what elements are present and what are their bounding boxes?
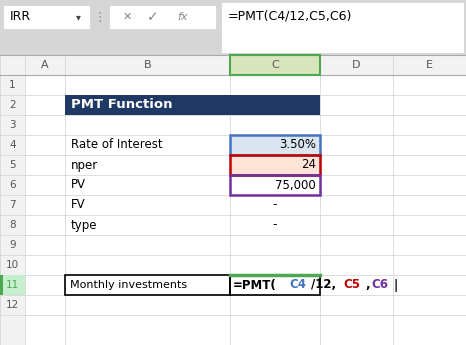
Text: ✕: ✕ bbox=[122, 12, 132, 22]
Text: C4: C4 bbox=[289, 278, 307, 292]
Bar bbox=[222, 3, 463, 52]
Text: 4: 4 bbox=[9, 140, 16, 150]
Text: 10: 10 bbox=[6, 260, 19, 270]
Text: 3.50%: 3.50% bbox=[279, 138, 316, 151]
Text: ,: , bbox=[366, 278, 370, 292]
Bar bbox=[230, 175, 320, 195]
Text: ⋮: ⋮ bbox=[94, 10, 106, 23]
Text: 75,000: 75,000 bbox=[275, 178, 316, 191]
Text: 5: 5 bbox=[9, 160, 16, 170]
Bar bbox=[0, 275, 3, 295]
Bar bbox=[230, 155, 320, 175]
Bar bbox=[65, 275, 230, 295]
Text: IRR: IRR bbox=[10, 10, 31, 23]
Text: 2: 2 bbox=[9, 100, 16, 110]
Text: fx: fx bbox=[178, 12, 188, 22]
Text: 7: 7 bbox=[9, 200, 16, 210]
Bar bbox=[230, 275, 320, 295]
Text: D: D bbox=[352, 60, 361, 70]
Text: Monthly investments: Monthly investments bbox=[70, 280, 187, 290]
Text: =PMT(C4/12,C5,C6): =PMT(C4/12,C5,C6) bbox=[228, 10, 352, 22]
Text: 1: 1 bbox=[9, 80, 16, 90]
Text: -: - bbox=[273, 198, 277, 211]
Bar bbox=[65, 275, 230, 295]
Text: C: C bbox=[271, 60, 279, 70]
Text: 6: 6 bbox=[9, 180, 16, 190]
Text: C6: C6 bbox=[372, 278, 389, 292]
Text: type: type bbox=[71, 218, 97, 231]
Text: |: | bbox=[394, 278, 398, 292]
Text: ✓: ✓ bbox=[147, 10, 159, 24]
Text: C5: C5 bbox=[344, 278, 361, 292]
Text: E: E bbox=[426, 60, 433, 70]
Bar bbox=[230, 55, 320, 75]
Text: 24: 24 bbox=[301, 158, 316, 171]
Text: =PMT(: =PMT( bbox=[233, 278, 277, 292]
Bar bbox=[230, 135, 320, 155]
Text: PMT Function: PMT Function bbox=[71, 99, 172, 111]
Bar bbox=[230, 275, 320, 295]
Bar bbox=[0, 55, 466, 75]
Text: B: B bbox=[144, 60, 151, 70]
Text: 9: 9 bbox=[9, 240, 16, 250]
Bar bbox=[230, 135, 320, 155]
Text: 11: 11 bbox=[6, 280, 19, 290]
Bar bbox=[230, 155, 320, 175]
Text: Rate of Interest: Rate of Interest bbox=[71, 138, 163, 151]
Bar bbox=[0, 0, 466, 55]
Text: ▾: ▾ bbox=[75, 12, 81, 22]
Bar bbox=[0, 55, 25, 345]
Bar bbox=[110, 6, 215, 28]
Bar bbox=[0, 275, 25, 295]
Text: 8: 8 bbox=[9, 220, 16, 230]
Text: A: A bbox=[41, 60, 49, 70]
Bar bbox=[4, 6, 89, 28]
Bar bbox=[25, 75, 466, 345]
Text: -: - bbox=[273, 218, 277, 231]
Text: /12,: /12, bbox=[311, 278, 336, 292]
Text: 3: 3 bbox=[9, 120, 16, 130]
Bar bbox=[65, 95, 320, 115]
Text: FV: FV bbox=[71, 198, 86, 211]
Bar bbox=[230, 175, 320, 195]
Text: nper: nper bbox=[71, 158, 98, 171]
Bar bbox=[230, 55, 320, 75]
Text: 12: 12 bbox=[6, 300, 19, 310]
Text: PV: PV bbox=[71, 178, 86, 191]
